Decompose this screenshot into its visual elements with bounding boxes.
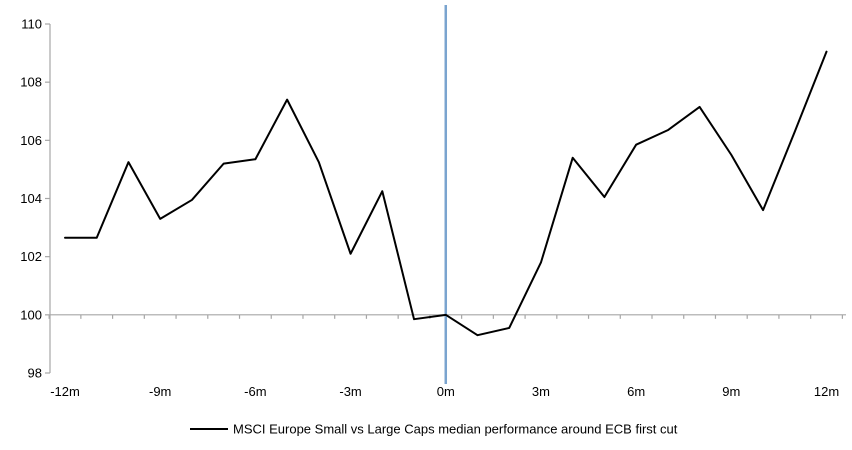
x-tick-label: 9m	[722, 384, 740, 399]
y-tick-label: 106	[20, 133, 42, 148]
x-tick-label: 0m	[437, 384, 455, 399]
x-tick-label: -12m	[50, 384, 80, 399]
y-tick-label: 100	[20, 307, 42, 322]
x-axis: -12m -9m -6m -3m 0m 3m 6m 9m 12m	[48, 314, 846, 399]
y-tick-label: 110	[21, 17, 42, 32]
x-tick-label: -6m	[244, 384, 266, 399]
y-axis: 110 108 106 104 102 100 98	[20, 17, 51, 380]
y-tick-label: 104	[20, 191, 42, 206]
x-tick-label: 6m	[627, 384, 645, 399]
series-line	[64, 50, 828, 337]
legend: MSCI Europe Small vs Large Caps median p…	[190, 422, 678, 437]
y-tick-label: 102	[20, 249, 42, 264]
x-tick-label: -9m	[149, 384, 171, 399]
legend-label: MSCI Europe Small vs Large Caps median p…	[233, 422, 678, 437]
x-tick-label: -3m	[339, 384, 361, 399]
x-tick-label: 3m	[532, 384, 550, 399]
x-tick-label: 12m	[814, 384, 839, 399]
y-tick-label: 108	[20, 75, 42, 90]
y-tick-label: 98	[28, 365, 42, 380]
